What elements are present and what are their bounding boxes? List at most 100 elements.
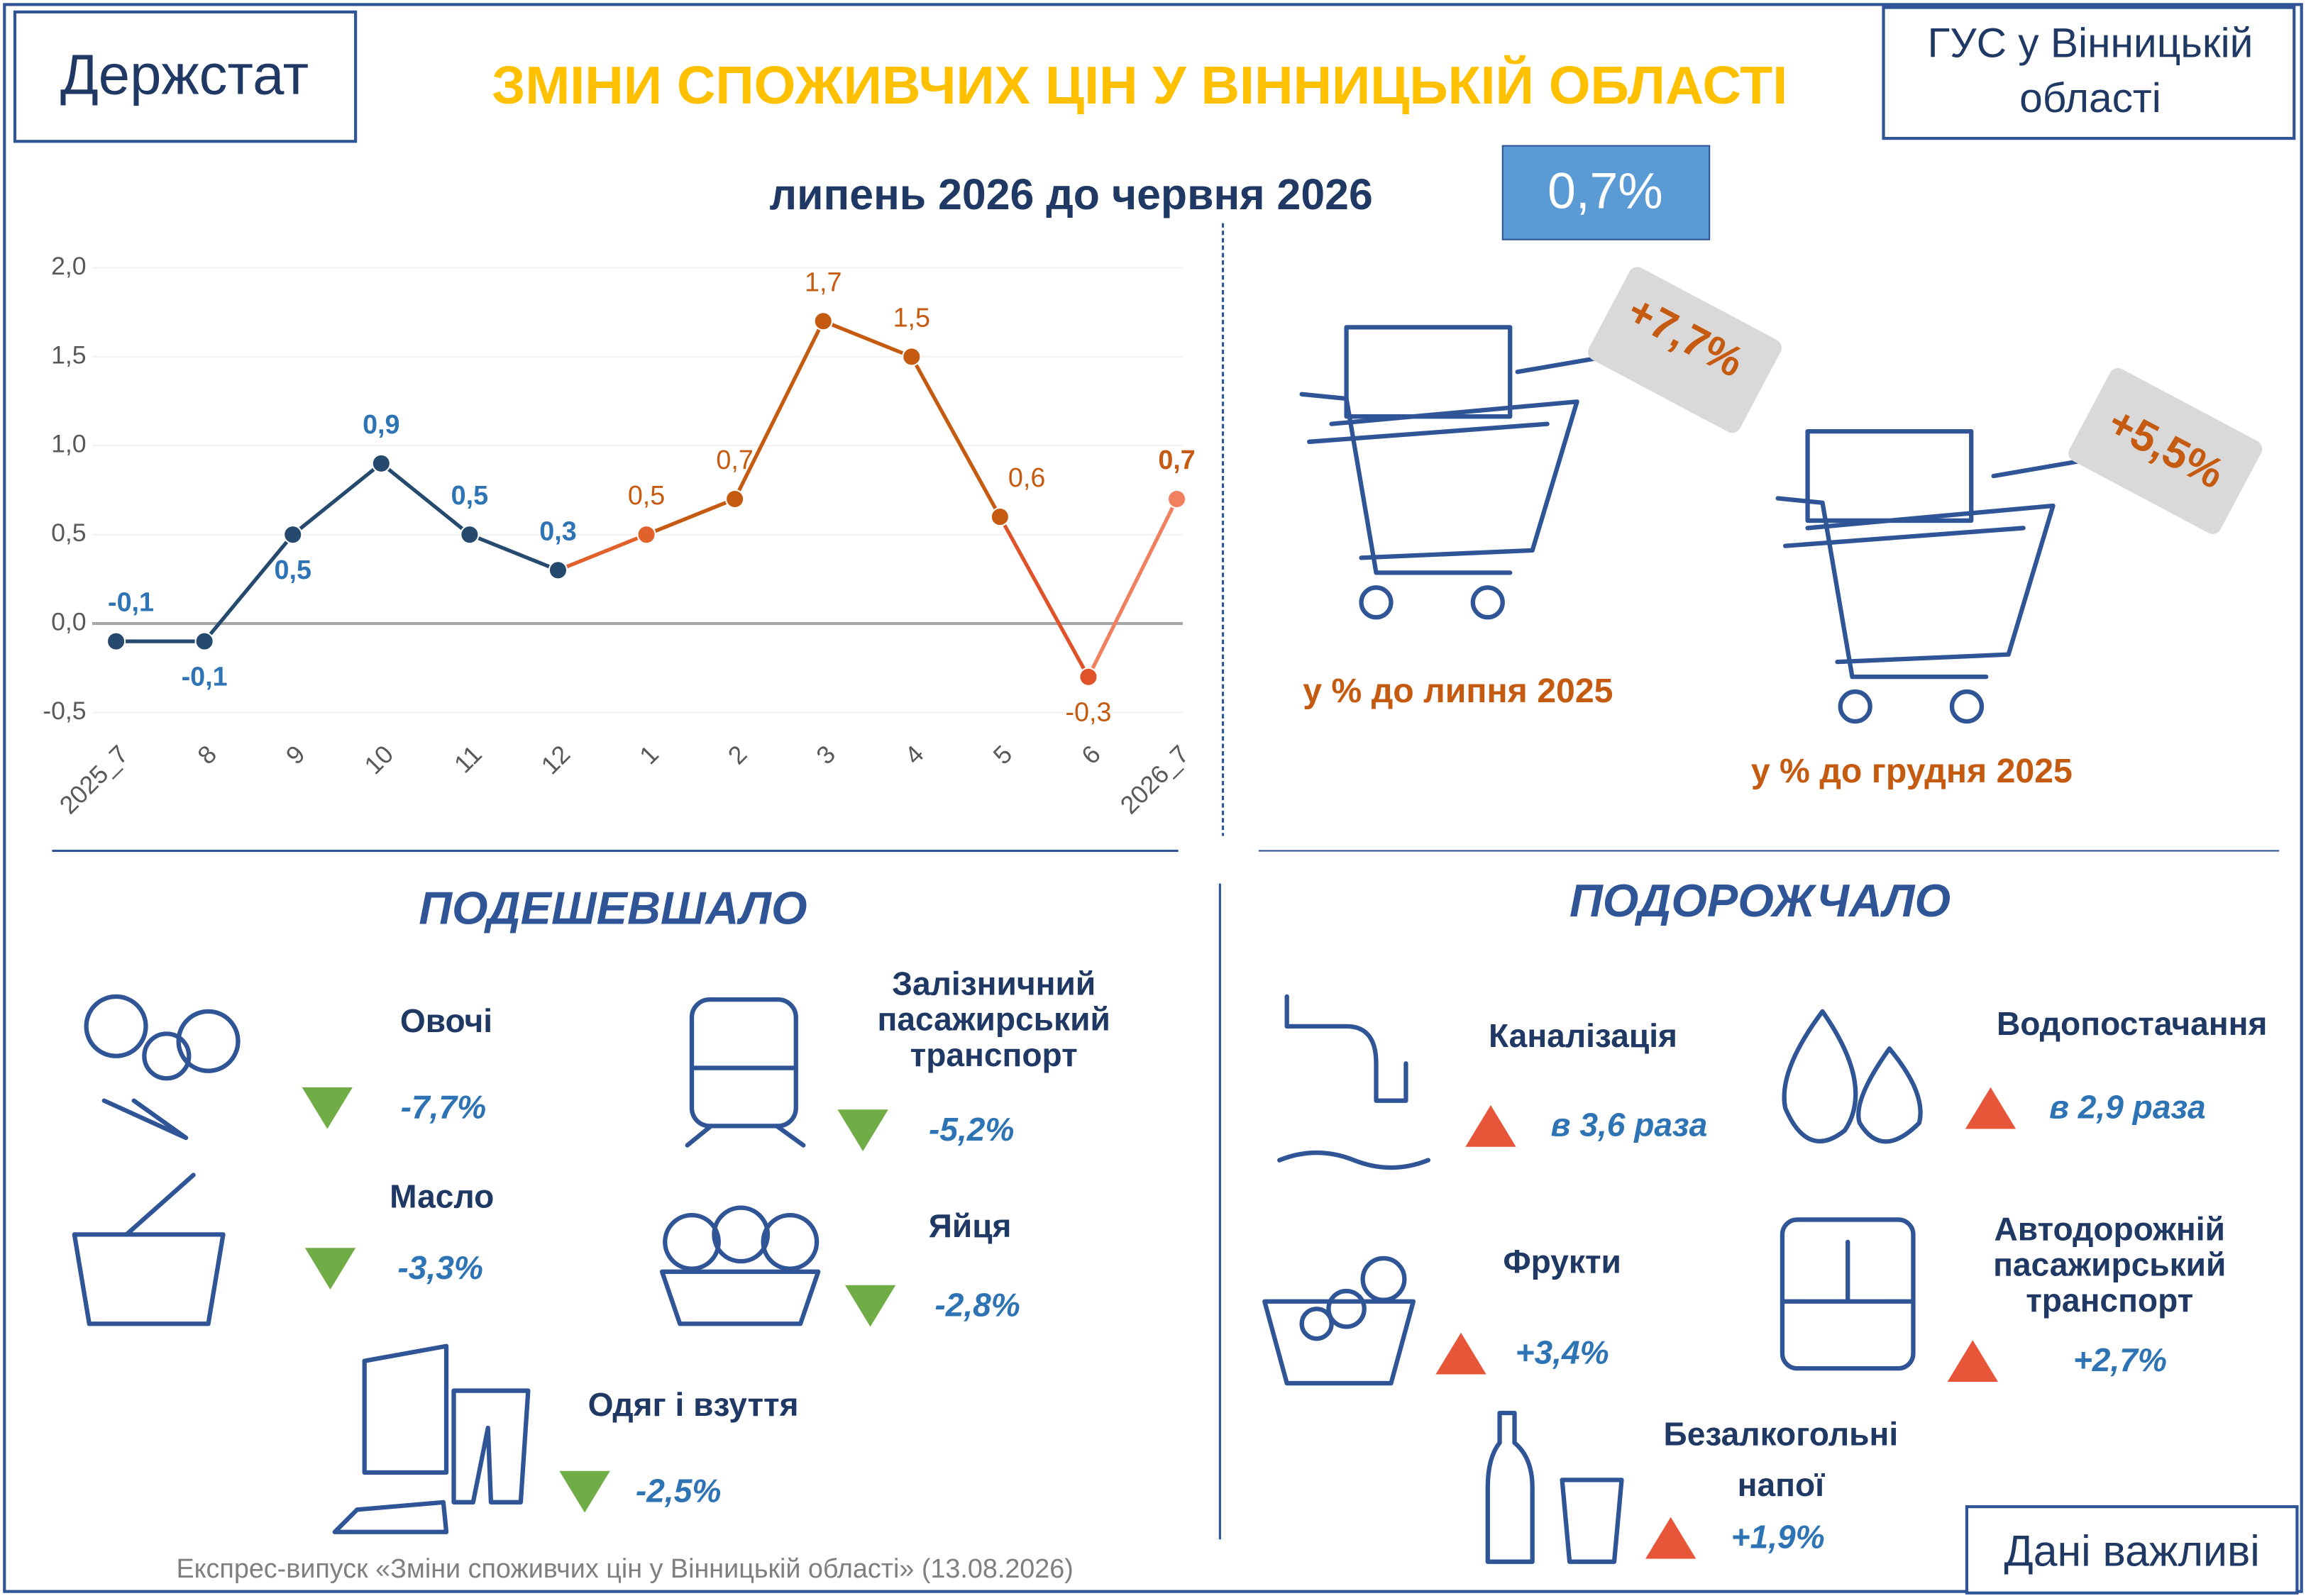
x-tick-label: 9 [280, 740, 310, 770]
data-point [194, 631, 214, 651]
x-tick-label: 4 [899, 740, 929, 770]
data-label: 0,7 [716, 445, 753, 475]
category-name: Овочі [400, 1002, 492, 1039]
data-label: 1,7 [805, 267, 842, 297]
headline: 0,7% [1548, 163, 1662, 220]
category-icons [72, 994, 1923, 1564]
line-segment [910, 355, 1002, 518]
up-arrow [1435, 1332, 1486, 1375]
line-segment [292, 462, 382, 536]
cart-icon [1775, 429, 2082, 724]
headline-box [1501, 145, 1711, 240]
frame [3, 3, 2303, 1593]
line-segment [203, 533, 294, 643]
y-tick-label: 0,5 [51, 519, 87, 547]
category-name: пасажирський [1993, 1246, 2226, 1283]
category-name: пасажирський [877, 1001, 1110, 1038]
line-segment [468, 533, 559, 572]
category-name: Одяг і взуття [588, 1386, 799, 1423]
x-tick-label: 1 [634, 740, 664, 770]
agency: Держстат [60, 43, 309, 106]
x-tick-label: 2 [722, 740, 752, 770]
data-label: 0,9 [363, 409, 399, 439]
line-segment [998, 516, 1091, 678]
data-label: -0,1 [108, 587, 154, 617]
right-badge [1882, 6, 2296, 140]
category-name: Безалкогольні [1664, 1416, 1899, 1453]
data-point [460, 525, 480, 545]
data-point [636, 525, 656, 545]
category-name: Автодорожній [1995, 1210, 2225, 1247]
data-point [283, 525, 303, 545]
section-title: ПОДОРОЖЧАЛО [1569, 875, 1951, 926]
category-name: Залізничний [892, 965, 1096, 1002]
category-name: транспорт [910, 1036, 1078, 1073]
data-label: 1,5 [893, 302, 930, 332]
down-arrow [302, 1087, 353, 1129]
y-tick-label: 1,5 [51, 340, 87, 369]
footer-badge: Дані важливі [2004, 1526, 2260, 1575]
category-name: Водопостачання [1997, 1005, 2267, 1042]
x-tick-label: 2025_7 [54, 740, 133, 819]
line-segment [1086, 498, 1179, 678]
category-change: -2,8% [934, 1286, 1020, 1323]
category-change: -3,3% [397, 1249, 482, 1286]
x-tick-label: 2026_7 [1115, 740, 1194, 819]
data-point [1078, 667, 1098, 687]
y-tick-label: 1,0 [51, 430, 87, 458]
data-point [990, 506, 1010, 527]
x-tick-label: 11 [448, 740, 487, 778]
category-name: напої [1738, 1466, 1826, 1503]
data-point [1166, 489, 1187, 509]
data-label: 0,7 [1158, 445, 1195, 475]
up-arrow [1465, 1104, 1516, 1147]
office: ГУС у Вінницькій [1928, 21, 2253, 67]
category-name: Масло [390, 1177, 494, 1214]
x-tick-label: 5 [988, 740, 1017, 770]
x-tick-label: 12 [536, 740, 575, 780]
data-label: 0,3 [539, 516, 576, 545]
line-segment [646, 497, 736, 537]
data-point [548, 560, 568, 580]
down-arrow [844, 1285, 896, 1327]
footer-note: Експрес-випуск «Зміни споживчих цін у Ві… [176, 1553, 1073, 1583]
data-label: -0,1 [182, 662, 228, 692]
category-change: +1,9% [1731, 1518, 1825, 1555]
title: ЗМІНИ СПОЖИВЧИХ ЦІН У ВІННИЦЬКІЙ ОБЛАСТІ [492, 55, 1787, 115]
office: області [2019, 75, 2161, 121]
data-label: 0,5 [274, 555, 311, 584]
data-point [371, 453, 391, 473]
category-change: в 2,9 раза [2049, 1088, 2206, 1125]
cart-icon [1299, 325, 1606, 620]
down-arrow [837, 1109, 888, 1151]
x-tick-label: 6 [1076, 740, 1106, 770]
up-arrow [1965, 1087, 2017, 1129]
footer-badge-box [1965, 1505, 2299, 1595]
x-tick-label: 8 [192, 740, 222, 770]
category-change: в 3,6 раза [1551, 1107, 1708, 1143]
yearly-caption: у % до грудня 2025 [1751, 752, 2073, 790]
down-arrow [559, 1470, 610, 1513]
category-change: +3,4% [1516, 1334, 1609, 1370]
category-name: Яйця [929, 1207, 1012, 1244]
up-arrow [1947, 1340, 1998, 1382]
left-badge [13, 10, 358, 143]
down-arrow [304, 1248, 356, 1290]
data-point [725, 489, 745, 509]
data-label: 0,5 [628, 480, 665, 510]
line-segment [733, 320, 825, 500]
category-name: Фрукти [1503, 1243, 1621, 1280]
subtitle: липень 2026 до червня 2026 [770, 170, 1373, 218]
up-arrow [1645, 1517, 1697, 1559]
category-change: -5,2% [929, 1111, 1014, 1148]
data-point [106, 631, 126, 651]
line-segment [557, 533, 648, 572]
y-tick-label: 0,0 [51, 607, 87, 636]
yearly-caption: у % до липня 2025 [1303, 672, 1613, 710]
category-change: -2,5% [636, 1472, 721, 1509]
y-tick-label: -0,5 [43, 697, 86, 725]
price-tag [1588, 267, 1782, 433]
data-point [813, 311, 833, 331]
category-name: Каналізація [1489, 1017, 1677, 1054]
